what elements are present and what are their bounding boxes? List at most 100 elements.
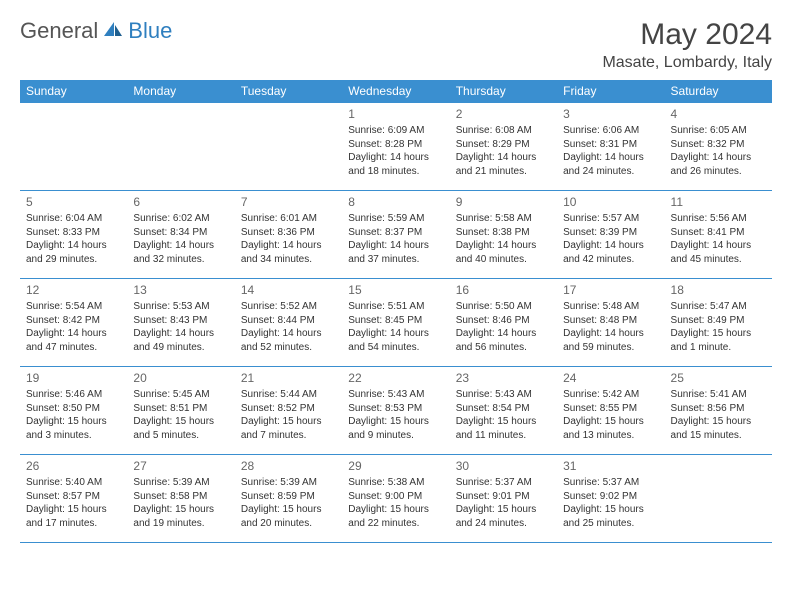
sunrise-text: Sunrise: 5:50 AM <box>456 300 551 314</box>
calendar-cell: 13Sunrise: 5:53 AMSunset: 8:43 PMDayligh… <box>127 279 234 367</box>
day-number: 19 <box>26 370 121 386</box>
weekday-header: Monday <box>127 80 234 103</box>
daylight-text: Daylight: 14 hours and 49 minutes. <box>133 327 228 354</box>
calendar-cell: 30Sunrise: 5:37 AMSunset: 9:01 PMDayligh… <box>450 455 557 543</box>
sunrise-text: Sunrise: 6:06 AM <box>563 124 658 138</box>
day-number: 17 <box>563 282 658 298</box>
calendar-cell: 3Sunrise: 6:06 AMSunset: 8:31 PMDaylight… <box>557 103 664 191</box>
sunrise-text: Sunrise: 5:37 AM <box>456 476 551 490</box>
sunrise-text: Sunrise: 5:45 AM <box>133 388 228 402</box>
calendar-cell: 16Sunrise: 5:50 AMSunset: 8:46 PMDayligh… <box>450 279 557 367</box>
sunset-text: Sunset: 9:02 PM <box>563 490 658 504</box>
calendar-cell: 1Sunrise: 6:09 AMSunset: 8:28 PMDaylight… <box>342 103 449 191</box>
daylight-text: Daylight: 14 hours and 21 minutes. <box>456 151 551 178</box>
calendar-table: SundayMondayTuesdayWednesdayThursdayFrid… <box>20 80 772 543</box>
weekday-header: Thursday <box>450 80 557 103</box>
day-number: 22 <box>348 370 443 386</box>
day-number: 18 <box>671 282 766 298</box>
sunrise-text: Sunrise: 5:39 AM <box>241 476 336 490</box>
sunrise-text: Sunrise: 5:38 AM <box>348 476 443 490</box>
calendar-cell: 29Sunrise: 5:38 AMSunset: 9:00 PMDayligh… <box>342 455 449 543</box>
sunset-text: Sunset: 8:52 PM <box>241 402 336 416</box>
sunset-text: Sunset: 8:48 PM <box>563 314 658 328</box>
day-number: 2 <box>456 106 551 122</box>
day-number: 5 <box>26 194 121 210</box>
day-number: 11 <box>671 194 766 210</box>
calendar-cell: 22Sunrise: 5:43 AMSunset: 8:53 PMDayligh… <box>342 367 449 455</box>
location-text: Masate, Lombardy, Italy <box>602 54 772 72</box>
calendar-cell: 10Sunrise: 5:57 AMSunset: 8:39 PMDayligh… <box>557 191 664 279</box>
logo: General Blue <box>20 18 172 44</box>
daylight-text: Daylight: 15 hours and 5 minutes. <box>133 415 228 442</box>
calendar-cell-empty <box>235 103 342 191</box>
sunset-text: Sunset: 8:33 PM <box>26 226 121 240</box>
day-number: 23 <box>456 370 551 386</box>
sunset-text: Sunset: 8:39 PM <box>563 226 658 240</box>
day-number: 12 <box>26 282 121 298</box>
day-number: 3 <box>563 106 658 122</box>
sunset-text: Sunset: 8:44 PM <box>241 314 336 328</box>
sunset-text: Sunset: 8:54 PM <box>456 402 551 416</box>
daylight-text: Daylight: 14 hours and 26 minutes. <box>671 151 766 178</box>
daylight-text: Daylight: 15 hours and 20 minutes. <box>241 503 336 530</box>
day-number: 27 <box>133 458 228 474</box>
sunrise-text: Sunrise: 5:46 AM <box>26 388 121 402</box>
sunrise-text: Sunrise: 5:52 AM <box>241 300 336 314</box>
month-title: May 2024 <box>602 18 772 52</box>
weekday-header-row: SundayMondayTuesdayWednesdayThursdayFrid… <box>20 80 772 103</box>
daylight-text: Daylight: 14 hours and 47 minutes. <box>26 327 121 354</box>
daylight-text: Daylight: 15 hours and 9 minutes. <box>348 415 443 442</box>
logo-text-blue: Blue <box>128 18 172 44</box>
day-number: 4 <box>671 106 766 122</box>
day-number: 9 <box>456 194 551 210</box>
calendar-cell: 17Sunrise: 5:48 AMSunset: 8:48 PMDayligh… <box>557 279 664 367</box>
weekday-header: Sunday <box>20 80 127 103</box>
calendar-cell: 26Sunrise: 5:40 AMSunset: 8:57 PMDayligh… <box>20 455 127 543</box>
sunrise-text: Sunrise: 6:01 AM <box>241 212 336 226</box>
daylight-text: Daylight: 15 hours and 17 minutes. <box>26 503 121 530</box>
calendar-cell: 24Sunrise: 5:42 AMSunset: 8:55 PMDayligh… <box>557 367 664 455</box>
day-number: 10 <box>563 194 658 210</box>
sunset-text: Sunset: 8:46 PM <box>456 314 551 328</box>
day-number: 6 <box>133 194 228 210</box>
daylight-text: Daylight: 15 hours and 1 minute. <box>671 327 766 354</box>
day-number: 26 <box>26 458 121 474</box>
sunrise-text: Sunrise: 5:43 AM <box>456 388 551 402</box>
daylight-text: Daylight: 14 hours and 29 minutes. <box>26 239 121 266</box>
day-number: 29 <box>348 458 443 474</box>
sunset-text: Sunset: 8:58 PM <box>133 490 228 504</box>
calendar-cell-empty <box>665 455 772 543</box>
sunset-text: Sunset: 8:53 PM <box>348 402 443 416</box>
logo-text-general: General <box>20 18 98 44</box>
day-number: 7 <box>241 194 336 210</box>
sunrise-text: Sunrise: 5:41 AM <box>671 388 766 402</box>
header: General Blue May 2024 Masate, Lombardy, … <box>20 18 772 72</box>
day-number: 21 <box>241 370 336 386</box>
sunrise-text: Sunrise: 5:53 AM <box>133 300 228 314</box>
daylight-text: Daylight: 15 hours and 11 minutes. <box>456 415 551 442</box>
sunset-text: Sunset: 9:01 PM <box>456 490 551 504</box>
sunrise-text: Sunrise: 5:47 AM <box>671 300 766 314</box>
weekday-header: Saturday <box>665 80 772 103</box>
daylight-text: Daylight: 14 hours and 37 minutes. <box>348 239 443 266</box>
sunrise-text: Sunrise: 5:39 AM <box>133 476 228 490</box>
calendar-cell: 15Sunrise: 5:51 AMSunset: 8:45 PMDayligh… <box>342 279 449 367</box>
weekday-header: Wednesday <box>342 80 449 103</box>
calendar-cell: 20Sunrise: 5:45 AMSunset: 8:51 PMDayligh… <box>127 367 234 455</box>
calendar-cell: 14Sunrise: 5:52 AMSunset: 8:44 PMDayligh… <box>235 279 342 367</box>
sunrise-text: Sunrise: 5:59 AM <box>348 212 443 226</box>
sunset-text: Sunset: 8:56 PM <box>671 402 766 416</box>
daylight-text: Daylight: 14 hours and 24 minutes. <box>563 151 658 178</box>
calendar-row: 5Sunrise: 6:04 AMSunset: 8:33 PMDaylight… <box>20 191 772 279</box>
sunrise-text: Sunrise: 5:44 AM <box>241 388 336 402</box>
weekday-header: Friday <box>557 80 664 103</box>
weekday-header: Tuesday <box>235 80 342 103</box>
day-number: 13 <box>133 282 228 298</box>
sunrise-text: Sunrise: 6:08 AM <box>456 124 551 138</box>
sunrise-text: Sunrise: 5:42 AM <box>563 388 658 402</box>
calendar-cell: 31Sunrise: 5:37 AMSunset: 9:02 PMDayligh… <box>557 455 664 543</box>
sunset-text: Sunset: 8:59 PM <box>241 490 336 504</box>
calendar-cell: 19Sunrise: 5:46 AMSunset: 8:50 PMDayligh… <box>20 367 127 455</box>
day-number: 1 <box>348 106 443 122</box>
day-number: 24 <box>563 370 658 386</box>
